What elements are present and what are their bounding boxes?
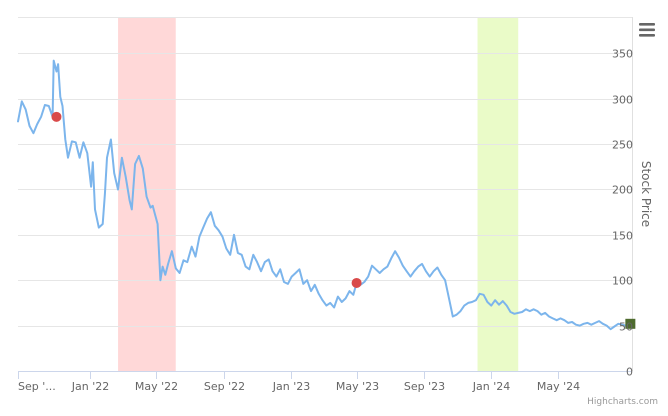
shaded-band-1: [477, 17, 519, 371]
end-marker-square: [625, 318, 636, 329]
y-tick-label: 100: [612, 275, 633, 288]
chart-menu-button[interactable]: [636, 18, 658, 40]
y-tick-label: 200: [612, 184, 633, 197]
x-axis: Sep '... Jan '22 May '22 Sep '22 Jan '23 May …: [18, 371, 632, 393]
y-axis: 0 50 100 150 200 250 300 350: [612, 48, 633, 379]
y-tick-label: 50: [619, 321, 633, 334]
x-tick-label: Sep '22: [204, 380, 245, 393]
price-line-0: [17, 59, 632, 331]
shaded-bands: [118, 17, 519, 371]
series-group: [17, 59, 632, 331]
y-tick-label: 350: [612, 48, 633, 61]
x-tick-label: Jan '22: [71, 380, 109, 393]
credits-link[interactable]: Highcharts.com: [587, 397, 658, 407]
y-tick-label: 0: [626, 366, 633, 379]
x-tick-label: May '23: [336, 380, 379, 393]
y-tick-label: 300: [612, 94, 633, 107]
event-marker-0: [51, 111, 62, 122]
y-axis-title: Stock Price: [639, 161, 653, 227]
x-tick-label: Sep '...: [18, 380, 56, 393]
x-tick-label: Jan '24: [472, 380, 510, 393]
hamburger-menu-icon[interactable]: [639, 23, 655, 37]
x-tick-label: May '22: [135, 380, 178, 393]
y-gridlines: [18, 17, 633, 371]
y-tick-label: 250: [612, 139, 633, 152]
event-markers: [51, 111, 636, 329]
x-tick-label: Sep '23: [404, 380, 445, 393]
event-marker-1: [351, 277, 362, 288]
x-tick-label: May '24: [537, 380, 580, 393]
x-tick-label: Jan '23: [272, 380, 310, 393]
y-tick-label: 150: [612, 230, 633, 243]
